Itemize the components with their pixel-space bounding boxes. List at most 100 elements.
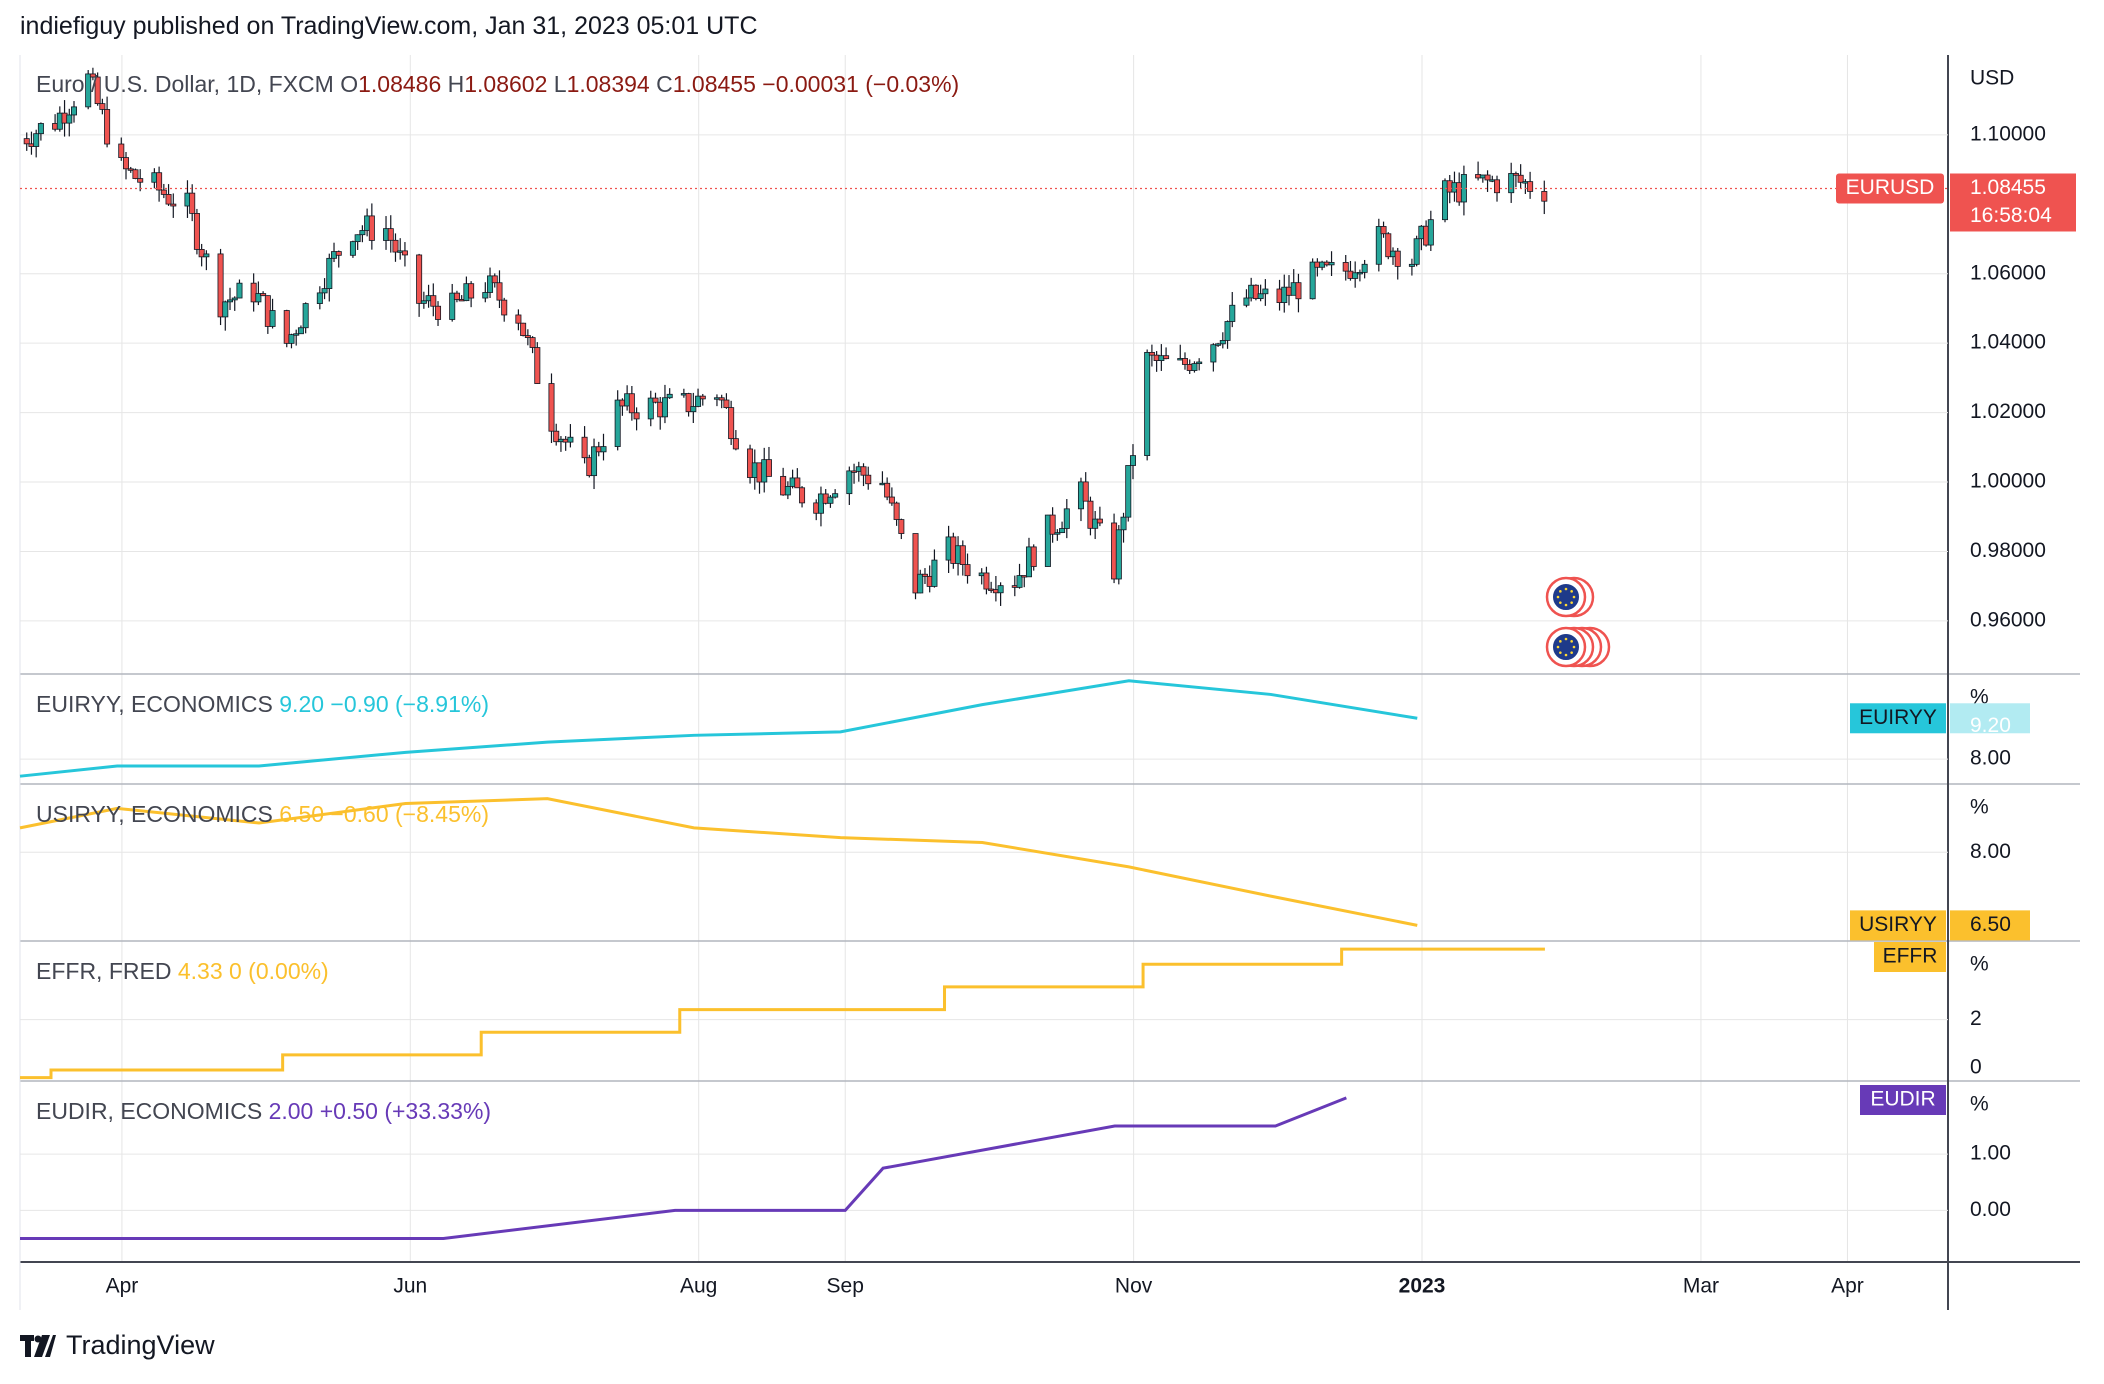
eurusd-tag-label: EURUSD xyxy=(1846,176,1935,199)
candle-body xyxy=(860,466,867,476)
candle-body xyxy=(160,189,167,195)
candle-body xyxy=(685,393,692,413)
axis-tick-euiryy: 8.00 xyxy=(1970,747,2011,770)
candle-body xyxy=(132,169,139,179)
candle-body xyxy=(1484,174,1491,181)
candle-body xyxy=(236,282,243,299)
candle-body xyxy=(780,475,787,496)
candle-body xyxy=(453,292,460,300)
candle-body xyxy=(652,397,659,403)
candle-body xyxy=(165,194,172,205)
candle-body xyxy=(1129,455,1136,466)
candle-body xyxy=(321,288,328,294)
candle-body xyxy=(227,299,234,303)
candle-body xyxy=(23,138,30,145)
candle-body xyxy=(1163,355,1170,360)
eu-star-icon xyxy=(1564,637,1568,641)
unit-label-eudir: % xyxy=(1970,1093,1989,1116)
candle-body xyxy=(1181,358,1188,365)
eudir-tag-label: EUDIR xyxy=(1870,1088,1935,1111)
candle-body xyxy=(66,114,73,124)
price-tick-label: 0.96000 xyxy=(1970,608,2046,631)
candle-body xyxy=(1063,508,1070,529)
candle-body xyxy=(888,496,895,504)
candle-body xyxy=(1408,263,1415,267)
effr-tag-label: EFFR xyxy=(1883,945,1938,968)
eu-star-icon xyxy=(1564,603,1568,607)
legend-part: USIRYY, ECONOMICS xyxy=(36,801,279,827)
candle-body xyxy=(293,333,300,336)
candle-body xyxy=(297,327,304,335)
candle-body xyxy=(591,446,598,477)
legend-part: 1.08486 xyxy=(358,71,448,97)
candle-body xyxy=(1196,361,1203,365)
usiryy-value-label: 6.50 xyxy=(1970,913,2011,936)
candle-body xyxy=(553,430,560,443)
candle-body xyxy=(690,406,697,413)
time-tick-label: Jun xyxy=(393,1275,427,1298)
candle-body xyxy=(524,335,531,339)
axis-tick-effr: 2 xyxy=(1970,1007,1982,1030)
candle-body xyxy=(496,282,503,301)
candle-body xyxy=(491,275,498,284)
time-tick-label: Apr xyxy=(1831,1275,1864,1298)
price-tick-label: 1.00000 xyxy=(1970,470,2046,493)
eu-flag-icon[interactable] xyxy=(1551,582,1581,612)
euiryy-series-line xyxy=(19,679,1418,778)
eu-flag-icon[interactable] xyxy=(1551,632,1581,662)
eudir-tag xyxy=(1860,1085,1946,1115)
candle-body xyxy=(1096,518,1103,524)
candle-body xyxy=(198,249,205,258)
candle-body xyxy=(1044,514,1051,567)
eu-star-icon xyxy=(1572,595,1576,599)
euiryy-value-label: 9.20 xyxy=(1970,714,2011,737)
candle-body xyxy=(468,283,475,299)
legend-part: Euro / U.S. Dollar, 1D, FXCM xyxy=(36,71,340,97)
candle-body xyxy=(893,502,900,520)
candle-body xyxy=(1115,529,1122,580)
candle-body xyxy=(647,397,654,420)
candle-body xyxy=(430,295,437,307)
candle-body xyxy=(359,230,366,236)
candle-body xyxy=(1356,271,1363,275)
candle-body xyxy=(827,496,834,504)
legend-part: L xyxy=(554,71,567,97)
candle-body xyxy=(1191,363,1198,371)
legend-part: EUIRYY, ECONOMICS xyxy=(36,691,279,717)
candle-body xyxy=(794,477,801,489)
legend-part: EUDIR, ECONOMICS xyxy=(36,1098,269,1124)
candle-body xyxy=(1342,262,1349,272)
usiryy-series-line xyxy=(19,797,1418,927)
eu-star-icon xyxy=(1559,601,1562,604)
main-legend: Euro / U.S. Dollar, 1D, FXCM O1.08486 H1… xyxy=(36,71,959,97)
axis-tick-eudir: 1.00 xyxy=(1970,1142,2011,1165)
eu-star-icon xyxy=(1564,587,1568,591)
candle-body xyxy=(1295,282,1302,300)
footer: TradingView xyxy=(20,1330,215,1361)
eudir-legend: EUDIR, ECONOMICS 2.00 +0.50 (+33.33%) xyxy=(36,1098,491,1124)
tradingview-logo-icon xyxy=(20,1334,56,1357)
candle-body xyxy=(170,203,177,207)
candle-body xyxy=(1541,191,1548,202)
time-tick-label: Nov xyxy=(1115,1275,1153,1298)
effr-legend: EFFR, FRED 4.33 0 (0.00%) xyxy=(36,958,329,984)
euiryy-tag-label: EUIRYY xyxy=(1859,706,1937,729)
unit-label-effr: % xyxy=(1970,953,1989,976)
legend-part: +0.50 (+33.33%) xyxy=(320,1098,491,1124)
candle-body xyxy=(203,253,210,258)
candle-body xyxy=(1328,262,1335,266)
candle-body xyxy=(1219,340,1226,345)
candle-body xyxy=(898,519,905,534)
legend-part: 1.08394 xyxy=(567,71,657,97)
candle-body xyxy=(302,303,309,329)
candle-body xyxy=(699,395,706,400)
candle-body xyxy=(1252,284,1259,299)
axis-tick-eudir: 0.00 xyxy=(1970,1198,2011,1221)
candle-body xyxy=(534,347,541,384)
candle-body xyxy=(89,73,96,78)
candle-body xyxy=(1512,173,1519,176)
usiryy-tag-label: USIRYY xyxy=(1859,913,1937,936)
time-tick-label: Sep xyxy=(827,1275,864,1298)
eu-star-icon xyxy=(1556,645,1560,649)
